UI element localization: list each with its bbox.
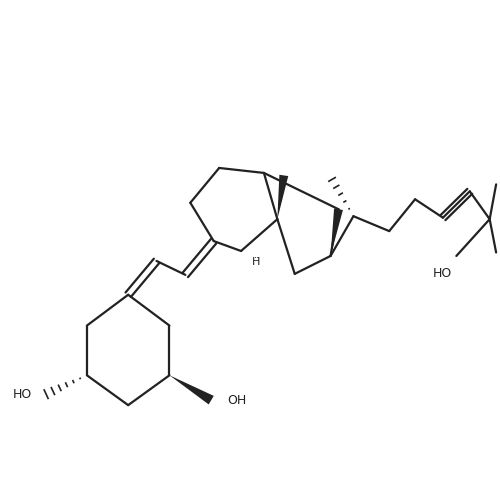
Text: OH: OH [227, 394, 246, 406]
Polygon shape [170, 376, 214, 404]
Polygon shape [278, 175, 288, 219]
Text: HO: HO [13, 388, 32, 400]
Text: HO: HO [433, 267, 452, 280]
Polygon shape [330, 208, 343, 256]
Text: Ḧ: Ḧ [252, 257, 260, 267]
